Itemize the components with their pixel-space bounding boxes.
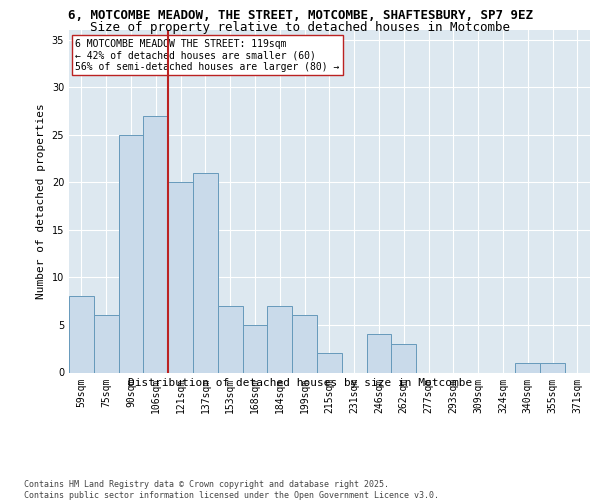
Bar — [292, 316, 317, 372]
Text: Distribution of detached houses by size in Motcombe: Distribution of detached houses by size … — [128, 378, 472, 388]
Bar — [317, 354, 342, 372]
Bar — [69, 296, 94, 372]
Bar — [143, 116, 168, 372]
Bar — [540, 363, 565, 372]
Bar — [515, 363, 540, 372]
Text: Size of property relative to detached houses in Motcombe: Size of property relative to detached ho… — [90, 21, 510, 34]
Text: 6, MOTCOMBE MEADOW, THE STREET, MOTCOMBE, SHAFTESBURY, SP7 9EZ: 6, MOTCOMBE MEADOW, THE STREET, MOTCOMBE… — [67, 9, 533, 22]
Bar — [218, 306, 242, 372]
Text: 6 MOTCOMBE MEADOW THE STREET: 119sqm
← 42% of detached houses are smaller (60)
5: 6 MOTCOMBE MEADOW THE STREET: 119sqm ← 4… — [75, 38, 340, 72]
Bar — [242, 325, 268, 372]
Text: Contains HM Land Registry data © Crown copyright and database right 2025.
Contai: Contains HM Land Registry data © Crown c… — [24, 480, 439, 500]
Y-axis label: Number of detached properties: Number of detached properties — [36, 104, 46, 299]
Bar — [268, 306, 292, 372]
Bar — [193, 172, 218, 372]
Bar — [391, 344, 416, 372]
Bar — [94, 316, 119, 372]
Bar — [119, 134, 143, 372]
Bar — [168, 182, 193, 372]
Bar — [367, 334, 391, 372]
